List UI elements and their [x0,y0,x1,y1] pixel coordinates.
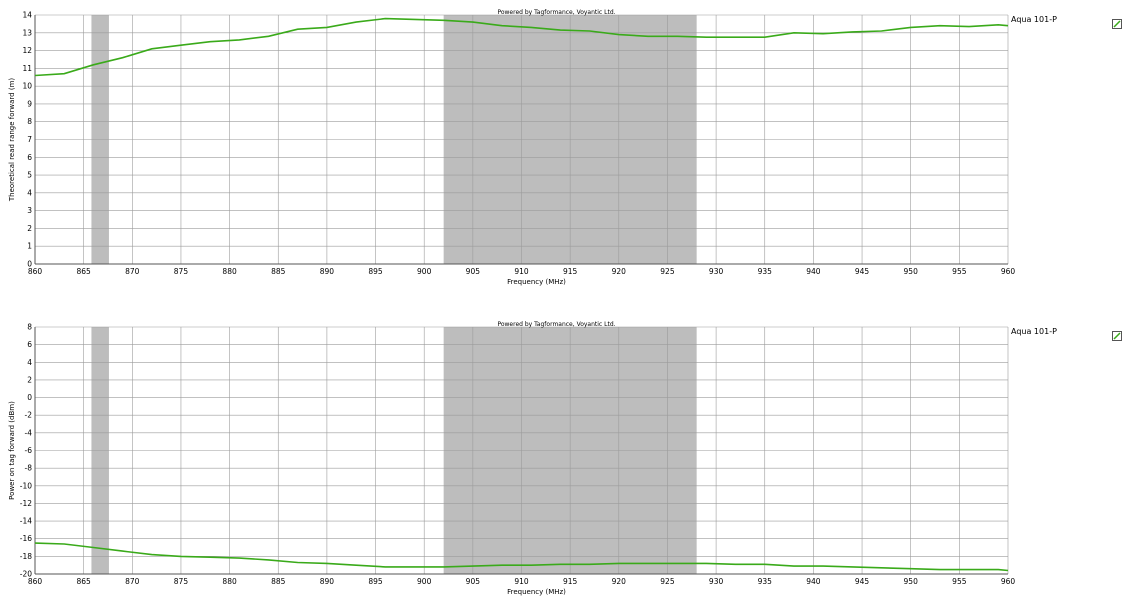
x-tick-label: 920 [612,267,627,276]
y-tick-label: -12 [20,499,32,508]
y-axis-label: Power on tag forward (dBm) [8,401,16,500]
legend-series-label-1: Aqua 101-P [1011,15,1057,24]
chart-title: Powered by Tagformance, Voyantic Ltd. [497,321,615,328]
x-tick-label: 910 [514,577,529,586]
y-tick-label: -6 [25,446,33,455]
x-tick-label: 895 [368,267,383,276]
x-tick-label: 880 [222,267,237,276]
x-tick-label: 940 [806,267,821,276]
y-tick-label: 8 [27,117,32,126]
x-tick-label: 935 [758,267,773,276]
x-tick-label: 865 [76,577,91,586]
x-tick-label: 865 [76,267,91,276]
y-tick-label: 7 [27,135,32,144]
y-tick-label: -10 [20,481,32,490]
line-sample-check-icon[interactable] [1112,326,1122,336]
legend-series-label-2: Aqua 101-P [1011,327,1057,336]
x-tick-label: 900 [417,577,432,586]
y-tick-label: 12 [22,46,32,55]
y-tick-label: 3 [27,206,32,215]
y-tick-label: 5 [27,171,32,180]
x-tick-label: 950 [904,267,919,276]
y-tick-label: 0 [27,393,32,402]
y-tick-label: -16 [20,534,32,543]
y-tick-label: -20 [20,570,32,579]
y-tick-label: 1 [27,242,32,251]
x-tick-label: 960 [1001,267,1016,276]
x-tick-label: 890 [320,267,335,276]
x-tick-label: 915 [563,577,578,586]
y-tick-label: 11 [22,64,32,73]
y-tick-label: 13 [22,28,32,37]
x-tick-label: 945 [855,577,870,586]
x-tick-label: 870 [125,267,140,276]
x-tick-label: 880 [222,577,237,586]
x-tick-label: 920 [612,577,627,586]
x-tick-label: 940 [806,577,821,586]
y-tick-label: -2 [25,411,33,420]
y-tick-label: 2 [27,375,32,384]
x-tick-label: 875 [174,577,189,586]
y-tick-label: -14 [20,517,32,526]
y-tick-label: 14 [22,11,32,20]
y-tick-label: 4 [27,358,32,367]
x-tick-label: 905 [466,267,481,276]
y-tick-label: 2 [27,224,32,233]
y-tick-label: -8 [25,464,33,473]
x-axis-label: Frequency (MHz) [507,278,566,286]
x-tick-label: 950 [904,577,919,586]
x-tick-label: 925 [660,267,675,276]
y-tick-label: 6 [27,340,32,349]
x-tick-label: 915 [563,267,578,276]
x-tick-label: 885 [271,267,286,276]
x-tick-label: 930 [709,267,724,276]
chart-1: 860 865 870 875 880 885 890 895 900 905 910 915 920 9… [8,9,1015,286]
line-sample-check-icon[interactable] [1112,14,1122,24]
x-tick-label: 955 [952,267,967,276]
chart-title: Powered by Tagformance, Voyantic Ltd. [497,9,615,16]
x-tick-label: 960 [1001,577,1016,586]
x-tick-label: 885 [271,577,286,586]
y-tick-label: 0 [27,260,32,269]
y-axis-label: Theoretical read range forward (m) [8,78,16,203]
y-tick-label: 9 [27,99,32,108]
y-tick-label: -4 [25,428,33,437]
x-tick-label: 870 [125,577,140,586]
x-tick-label: 945 [855,267,870,276]
x-tick-label: 875 [174,267,189,276]
y-tick-label: 4 [27,188,32,197]
chart-2: 8 6 0 865 870 875 880 885 890 895 900 905 910 915 920 9… [8,321,1015,596]
x-tick-label: 955 [952,577,967,586]
x-tick-label: 890 [320,577,335,586]
x-tick-label: 900 [417,267,432,276]
y-tick-label: -18 [20,552,32,561]
x-tick-label: 925 [660,577,675,586]
x-tick-label: 905 [466,577,481,586]
y-tick-label: 10 [22,82,32,91]
x-axis-label: Frequency (MHz) [507,588,566,596]
y-tick-label: 6 [27,153,32,162]
x-tick-label: 930 [709,577,724,586]
x-tick-label: 910 [514,267,529,276]
y-tick-label: 8 [27,323,32,332]
x-tick-label: 895 [368,577,383,586]
x-tick-label: 935 [758,577,773,586]
